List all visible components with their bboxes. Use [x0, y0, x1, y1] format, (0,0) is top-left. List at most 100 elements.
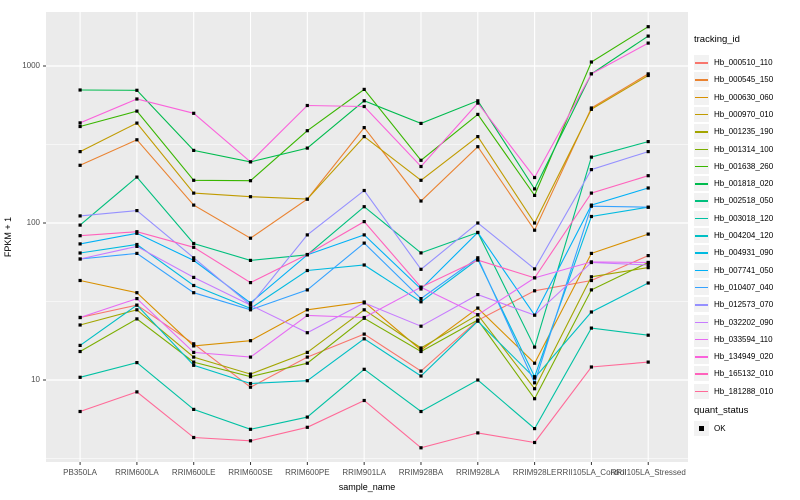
legend-item-Hb_000630_060: Hb_000630_060	[694, 89, 774, 105]
data-point	[362, 87, 366, 91]
data-point	[533, 427, 537, 431]
x-tick-label: RRIM901LA	[342, 468, 386, 477]
x-tick-label: RRIM600SE	[228, 468, 273, 477]
data-point	[533, 187, 537, 191]
x-tick-label: RRII105LA_Control	[556, 468, 627, 477]
legend-label: Hb_134949_020	[714, 352, 774, 362]
data-point	[533, 387, 537, 391]
legend-item-Hb_033594_110: Hb_033594_110	[694, 331, 773, 347]
data-point	[135, 303, 139, 307]
data-point	[646, 263, 650, 267]
data-point	[533, 228, 537, 232]
data-point	[305, 146, 309, 150]
data-point	[419, 349, 423, 354]
legend-key	[694, 279, 709, 295]
data-point	[135, 297, 139, 301]
data-point	[362, 205, 366, 209]
x-tick-label: RRIM928BA	[398, 468, 444, 477]
data-point	[78, 257, 82, 261]
legend-key-line	[695, 286, 708, 289]
data-point	[78, 223, 82, 227]
legend-key-line	[695, 338, 708, 341]
legend-key	[694, 245, 709, 261]
data-point	[589, 365, 593, 369]
data-point	[248, 195, 253, 199]
legend-label: Hb_004931_090	[714, 248, 774, 258]
data-point	[135, 244, 139, 248]
data-point	[78, 251, 82, 255]
data-point	[589, 107, 593, 111]
data-point	[646, 174, 650, 178]
data-point	[362, 263, 366, 267]
x-tick-label: RRIM928LE	[512, 468, 557, 477]
data-point	[192, 241, 196, 246]
data-point	[248, 160, 253, 164]
legend-label: Hb_001235_190	[714, 127, 774, 137]
legend-label: Hb_000970_010	[714, 109, 774, 119]
legend-key-line	[695, 79, 708, 81]
data-point	[646, 333, 650, 337]
legend-label: Hb_001818_020	[714, 179, 774, 189]
data-point	[589, 155, 593, 159]
legend-item-Hb_181288_010: Hb_181288_010	[694, 383, 773, 399]
data-point	[419, 164, 423, 169]
data-point	[135, 390, 139, 394]
data-point	[589, 72, 593, 76]
legend-key	[694, 176, 709, 192]
data-point	[248, 427, 253, 431]
x-tick-label: RRIM600LA	[115, 468, 159, 477]
data-point	[248, 303, 253, 307]
data-point	[248, 301, 253, 305]
legend-item-quant-OK: OK	[694, 421, 726, 436]
data-point	[646, 73, 650, 78]
x-tick-label: RRIM600PE	[285, 468, 330, 477]
data-point	[305, 425, 309, 429]
data-point	[362, 337, 366, 341]
legend-key-line	[695, 165, 708, 168]
data-point	[78, 124, 82, 129]
data-point	[476, 319, 480, 323]
legend-key	[694, 210, 709, 226]
data-point	[192, 111, 196, 115]
data-point	[419, 251, 423, 255]
black-square-marker-icon	[699, 426, 704, 431]
data-point	[248, 339, 253, 343]
y-tick-label: 100	[26, 218, 40, 227]
data-point	[476, 230, 480, 235]
data-point	[305, 313, 309, 317]
legend-key-line	[695, 113, 708, 116]
data-point	[476, 112, 480, 116]
legend-label: Hb_032202_090	[714, 317, 774, 327]
data-point	[419, 178, 423, 182]
data-point	[362, 220, 366, 224]
data-point	[476, 306, 480, 310]
data-point	[533, 397, 537, 401]
x-tick-label: RRIM928LA	[455, 468, 500, 477]
data-point	[135, 121, 139, 125]
data-point	[78, 409, 82, 414]
legend-key	[694, 158, 709, 174]
legend-item-Hb_001235_190: Hb_001235_190	[694, 124, 774, 140]
data-point	[305, 288, 309, 292]
data-point	[135, 242, 139, 247]
legend-label: Hb_000630_060	[714, 92, 774, 102]
data-point	[248, 375, 253, 379]
data-point	[533, 289, 537, 293]
data-point	[646, 150, 650, 154]
data-point	[248, 439, 253, 443]
legend-item-Hb_012573_070: Hb_012573_070	[694, 297, 773, 313]
data-point	[305, 361, 309, 365]
data-point	[419, 267, 423, 271]
data-point	[589, 275, 593, 279]
x-tick-label: PB350LA	[63, 468, 97, 477]
legend-item-Hb_032202_090: Hb_032202_090	[694, 314, 774, 330]
x-axis-title: sample_name	[338, 482, 396, 492]
legend-item-Hb_007741_050: Hb_007741_050	[694, 262, 773, 278]
legend-item-Hb_000545_150: Hb_000545_150	[694, 72, 773, 88]
data-point	[248, 308, 253, 312]
legend-title-quant-status: quant_status	[694, 405, 749, 416]
legend-label: Hb_004204_120	[714, 231, 774, 240]
legend-title-tracking-id: tracking_id	[694, 34, 740, 45]
data-point	[362, 104, 366, 109]
legend-label: Hb_002518_050	[714, 196, 774, 206]
